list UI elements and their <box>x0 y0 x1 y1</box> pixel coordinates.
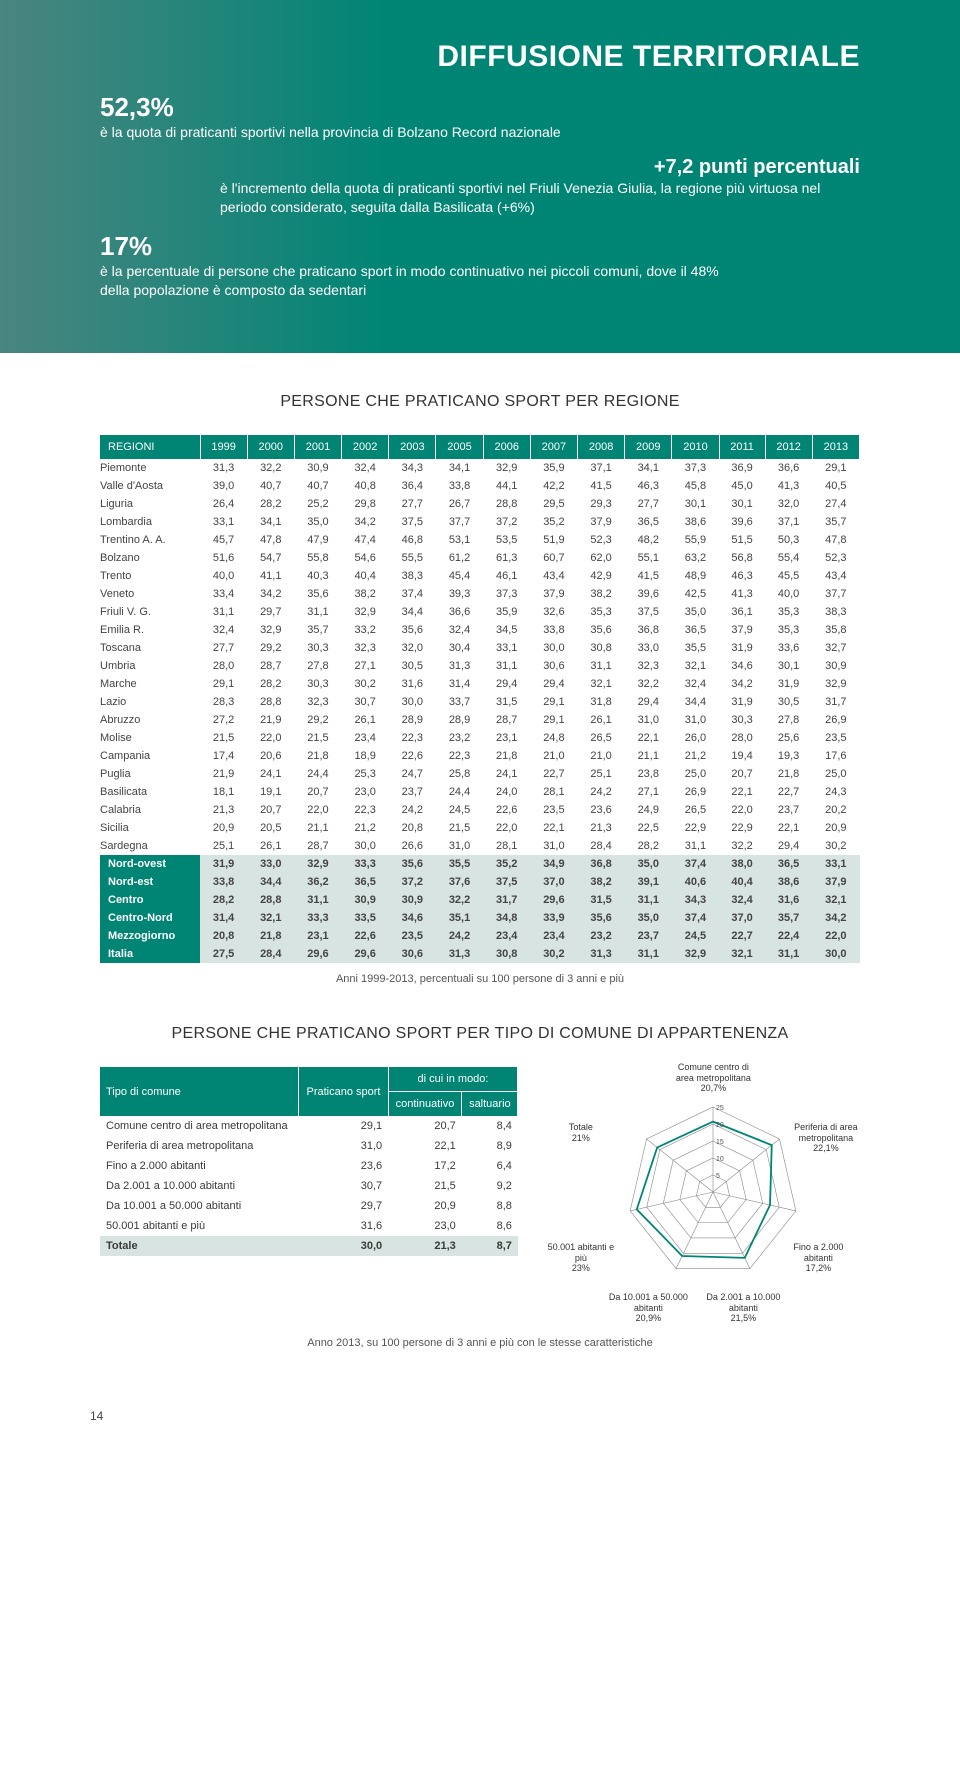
th-modo: di cui in modo: <box>388 1067 518 1092</box>
svg-text:10: 10 <box>716 1156 724 1163</box>
stat-1-text: è la quota di praticanti sportivi nella … <box>100 123 740 142</box>
section-1-title: PERSONE CHE PRATICANO SPORT PER REGIONE <box>100 393 860 411</box>
stat-2-text: è l'incremento della quota di praticanti… <box>220 179 860 217</box>
th-salt: saltuario <box>462 1092 518 1117</box>
table-1-caption: Anni 1999-2013, percentuali su 100 perso… <box>100 973 860 985</box>
svg-text:25: 25 <box>716 1105 724 1112</box>
hero-banner: DIFFUSIONE TERRITORIALE 52,3% è la quota… <box>0 0 960 353</box>
hero-title: DIFFUSIONE TERRITORIALE <box>100 40 860 74</box>
svg-text:20: 20 <box>716 1122 724 1129</box>
page-number: 14 <box>0 1409 960 1423</box>
stat-3-text: è la percentuale di persone che pratican… <box>100 262 740 300</box>
radar-chart: 510152025 Comune centro di area metropol… <box>558 1067 860 1327</box>
svg-text:15: 15 <box>716 1139 724 1146</box>
stat-3-value: 17% <box>100 231 860 262</box>
th-cont: continuativo <box>388 1092 462 1117</box>
svg-text:5: 5 <box>716 1173 720 1180</box>
stat-1-value: 52,3% <box>100 92 860 123</box>
th-tipo: Tipo di comune <box>100 1067 299 1116</box>
stat-2-value: +7,2 punti percentuali <box>100 156 860 179</box>
regions-table: REGIONI199920002001200220032005200620072… <box>100 435 860 963</box>
section-2-title: PERSONE CHE PRATICANO SPORT PER TIPO DI … <box>100 1025 860 1043</box>
caption-2: Anno 2013, su 100 persone di 3 anni e pi… <box>100 1337 860 1349</box>
th-praticano: Praticano sport <box>299 1067 388 1116</box>
comune-table: Tipo di comune Praticano sport di cui in… <box>100 1067 518 1256</box>
